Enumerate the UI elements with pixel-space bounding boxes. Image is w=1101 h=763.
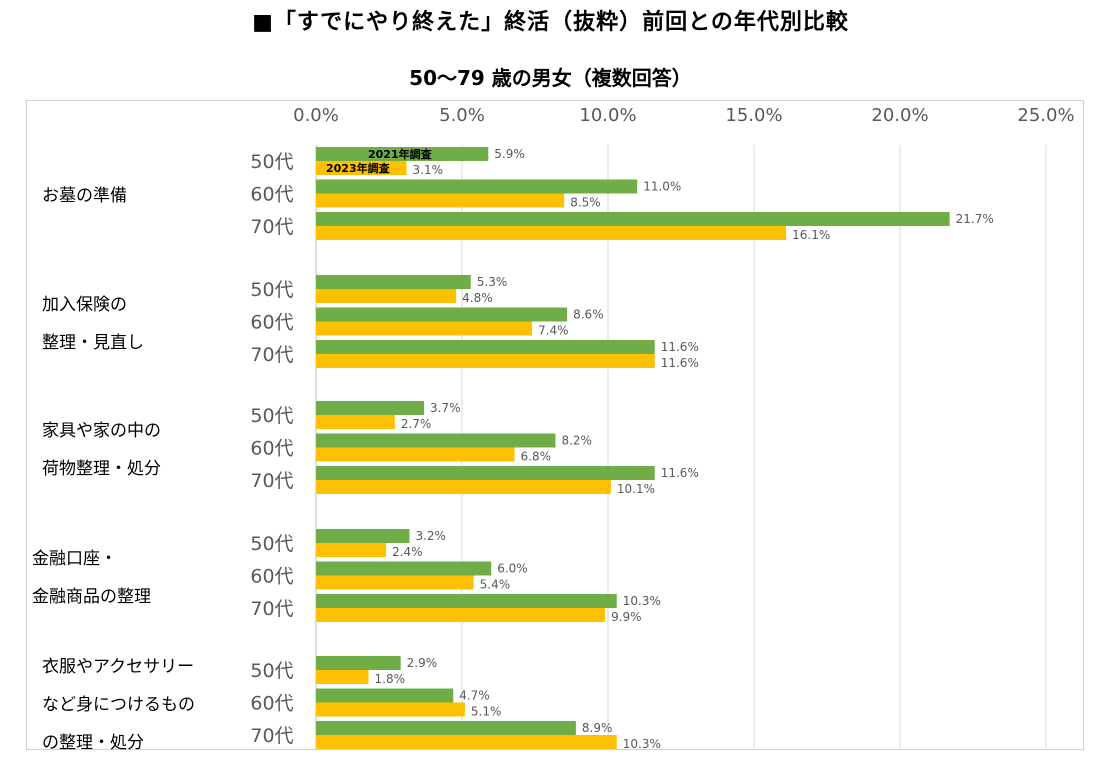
data-label-2023: 7.4% <box>538 324 569 338</box>
x-tick-label: 0.0% <box>293 105 339 126</box>
bar-2021 <box>316 721 576 735</box>
bar-2023 <box>316 608 606 622</box>
data-label-2021: 6.0% <box>497 562 528 576</box>
category-label: 整理・見直し <box>42 332 144 353</box>
data-label-2023: 4.8% <box>462 291 493 305</box>
age-label: 60代 <box>250 184 293 206</box>
bar-2023 <box>316 193 565 208</box>
age-label: 50代 <box>250 405 293 427</box>
data-label-2021: 10.3% <box>623 594 661 608</box>
x-tick-label: 25.0% <box>1017 105 1074 126</box>
bar-2023 <box>316 670 369 684</box>
data-label-2023: 8.5% <box>570 196 601 210</box>
category-label: 衣服やアクセサリー <box>42 656 195 677</box>
data-label-2021: 3.2% <box>415 529 446 543</box>
category-label: お墓の準備 <box>42 185 127 206</box>
data-label-2021: 4.7% <box>459 689 490 703</box>
bar-2021 <box>316 147 489 161</box>
bar-2023 <box>316 543 387 557</box>
data-label-2021: 5.3% <box>477 275 508 289</box>
data-label-2023: 10.1% <box>617 482 655 496</box>
data-label-2021: 8.2% <box>561 434 592 448</box>
bar-2023 <box>316 702 465 717</box>
age-label: 70代 <box>250 216 293 238</box>
category-label: 家具や家の中の <box>42 420 161 441</box>
age-label: 60代 <box>250 566 293 588</box>
bar-2021 <box>316 275 471 289</box>
data-label-2023: 10.3% <box>623 737 661 751</box>
data-label-2023: 9.9% <box>611 610 642 624</box>
data-label-2023: 11.6% <box>661 356 699 370</box>
age-label: 60代 <box>250 693 293 715</box>
age-label: 70代 <box>250 725 293 747</box>
age-label: 70代 <box>250 598 293 620</box>
data-label-2023: 2.7% <box>401 417 432 431</box>
bar-2021 <box>316 307 568 322</box>
bar-2023 <box>316 354 655 368</box>
data-label-2021: 8.6% <box>573 308 604 322</box>
data-label-2021: 8.9% <box>582 721 613 735</box>
bar-2021 <box>316 433 556 448</box>
bar-2021 <box>316 212 950 226</box>
category-label: 荷物整理・処分 <box>42 458 161 479</box>
bar-2021 <box>316 401 425 415</box>
x-tick-label: 20.0% <box>871 105 928 126</box>
data-label-2021: 11.6% <box>661 340 699 354</box>
category-label: 加入保険の <box>42 294 127 315</box>
x-tick-label: 5.0% <box>439 105 485 126</box>
data-label-2021: 11.6% <box>661 466 699 480</box>
bar-2021 <box>316 340 655 354</box>
age-label: 60代 <box>250 312 293 334</box>
chart-title: ■「すでにやり終えた」終活（抜粋）前回との年代別比較 <box>252 10 849 35</box>
age-label: 70代 <box>250 470 293 492</box>
bar-2021 <box>316 529 410 543</box>
bar-2021 <box>316 179 638 194</box>
plot-area <box>26 100 1084 750</box>
category-label: 金融口座・ <box>32 548 117 569</box>
legend-2023-label: 2023年調査 <box>326 161 390 175</box>
age-label: 70代 <box>250 344 293 366</box>
bar-2021 <box>316 656 401 670</box>
age-label: 60代 <box>250 438 293 460</box>
data-label-2021: 11.0% <box>643 180 681 194</box>
data-label-2021: 2.9% <box>407 656 438 670</box>
bar-2023 <box>316 735 617 749</box>
bar-2021 <box>316 561 492 576</box>
bar-2023 <box>316 415 395 429</box>
age-label: 50代 <box>250 660 293 682</box>
bar-2023 <box>316 575 474 590</box>
bar-2023 <box>316 447 515 462</box>
data-label-2021: 3.7% <box>430 401 461 415</box>
category-label: 金融商品の整理 <box>32 586 151 607</box>
chart-subtitle: 50〜79 歳の男女（複数回答） <box>409 66 692 90</box>
x-tick-label: 10.0% <box>579 105 636 126</box>
age-label: 50代 <box>250 151 293 173</box>
bar-2021 <box>316 594 617 608</box>
bar-2021 <box>316 466 655 480</box>
category-label: の整理・処分 <box>42 732 144 753</box>
data-label-2021: 5.9% <box>494 147 525 161</box>
data-label-2023: 1.8% <box>375 672 406 686</box>
bar-2023 <box>316 161 407 175</box>
data-label-2021: 21.7% <box>956 212 994 226</box>
data-label-2023: 6.8% <box>521 450 552 464</box>
data-label-2023: 5.1% <box>471 705 502 719</box>
data-label-2023: 5.4% <box>480 578 511 592</box>
age-label: 50代 <box>250 279 293 301</box>
bar-2023 <box>316 289 457 303</box>
age-label: 50代 <box>250 533 293 555</box>
bar-2023 <box>316 321 533 336</box>
data-label-2023: 2.4% <box>392 545 423 559</box>
data-label-2023: 16.1% <box>792 228 830 242</box>
bar-2021 <box>316 688 454 703</box>
bar-2023 <box>316 480 611 494</box>
data-label-2023: 3.1% <box>413 163 444 177</box>
category-label: など身につけるもの <box>42 694 195 715</box>
bar-2023 <box>316 226 787 240</box>
legend-2021-label: 2021年調査 <box>368 147 432 161</box>
x-tick-label: 15.0% <box>725 105 782 126</box>
